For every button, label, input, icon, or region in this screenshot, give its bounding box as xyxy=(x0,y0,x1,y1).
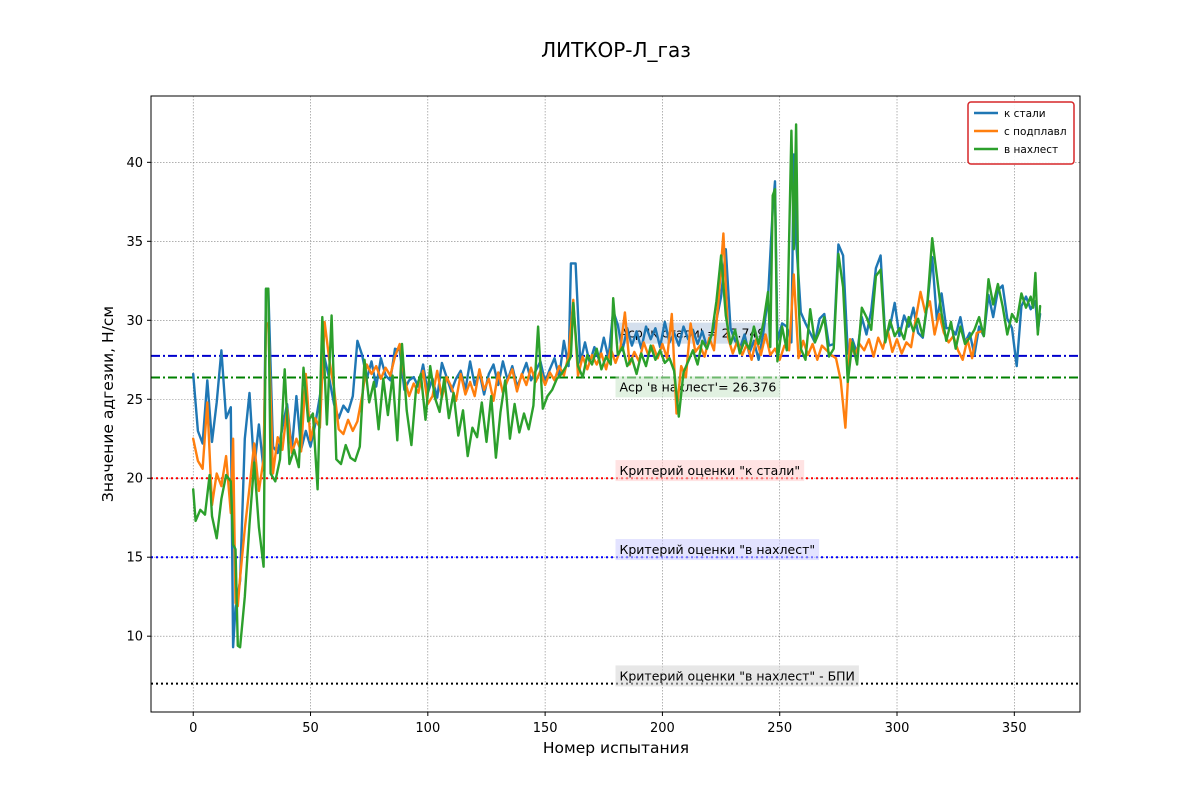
x-tick-label: 100 xyxy=(415,721,440,736)
annotation: Критерий оценки "в нахлест" xyxy=(615,539,820,561)
x-tick-label: 350 xyxy=(1002,721,1027,736)
annotation: Критерий оценки "к стали" xyxy=(615,460,805,482)
annotation-text: Критерий оценки "в нахлест" xyxy=(620,542,816,557)
x-axis: 0 50 100 150 200 250 300 350 xyxy=(189,712,1027,736)
annotation-text: Аср 'в нахлест'= 26.376 xyxy=(620,379,777,394)
legend-label: с подплавл xyxy=(1004,126,1067,138)
y-tick-label: 10 xyxy=(126,630,143,645)
legend-label: к стали xyxy=(1004,108,1046,120)
y-tick-label: 30 xyxy=(126,314,143,329)
x-tick-label: 50 xyxy=(302,721,319,736)
y-axis-label: Значение адгезии, Н/см xyxy=(99,306,117,502)
y-tick-label: 40 xyxy=(126,156,143,171)
series-lines xyxy=(192,123,1042,649)
annotation-box xyxy=(615,665,859,687)
y-axis: 10 15 20 25 30 35 40 xyxy=(126,156,151,645)
x-tick-label: 300 xyxy=(885,721,910,736)
annotation-box xyxy=(615,376,781,398)
y-tick-label: 15 xyxy=(126,551,143,566)
annotation-box xyxy=(615,539,820,561)
y-tick-label: 20 xyxy=(126,472,143,487)
x-tick-label: 250 xyxy=(767,721,792,736)
x-tick-label: 0 xyxy=(189,721,197,736)
x-axis-label: Номер испытания xyxy=(543,739,689,757)
annotation: Критерий оценки "в нахлест" - БПИ xyxy=(615,665,859,687)
y-tick-label: 35 xyxy=(126,235,143,250)
annotation-text: Критерий оценки "к стали" xyxy=(620,463,801,478)
annotation-box xyxy=(615,460,805,482)
legend-label: в нахлест xyxy=(1004,144,1058,156)
x-tick-label: 200 xyxy=(650,721,675,736)
y-tick-label: 25 xyxy=(126,393,143,408)
legend: к стали с подплавл в нахлест xyxy=(967,101,1075,165)
chart-title: ЛИТКОР-Л_газ xyxy=(541,38,691,62)
plot-frame xyxy=(150,95,1081,713)
annotation-text: Критерий оценки "в нахлест" - БПИ xyxy=(620,668,855,683)
annotation: Аср 'в нахлест'= 26.376 xyxy=(615,376,781,398)
series-line xyxy=(192,123,1042,649)
x-tick-label: 150 xyxy=(533,721,558,736)
